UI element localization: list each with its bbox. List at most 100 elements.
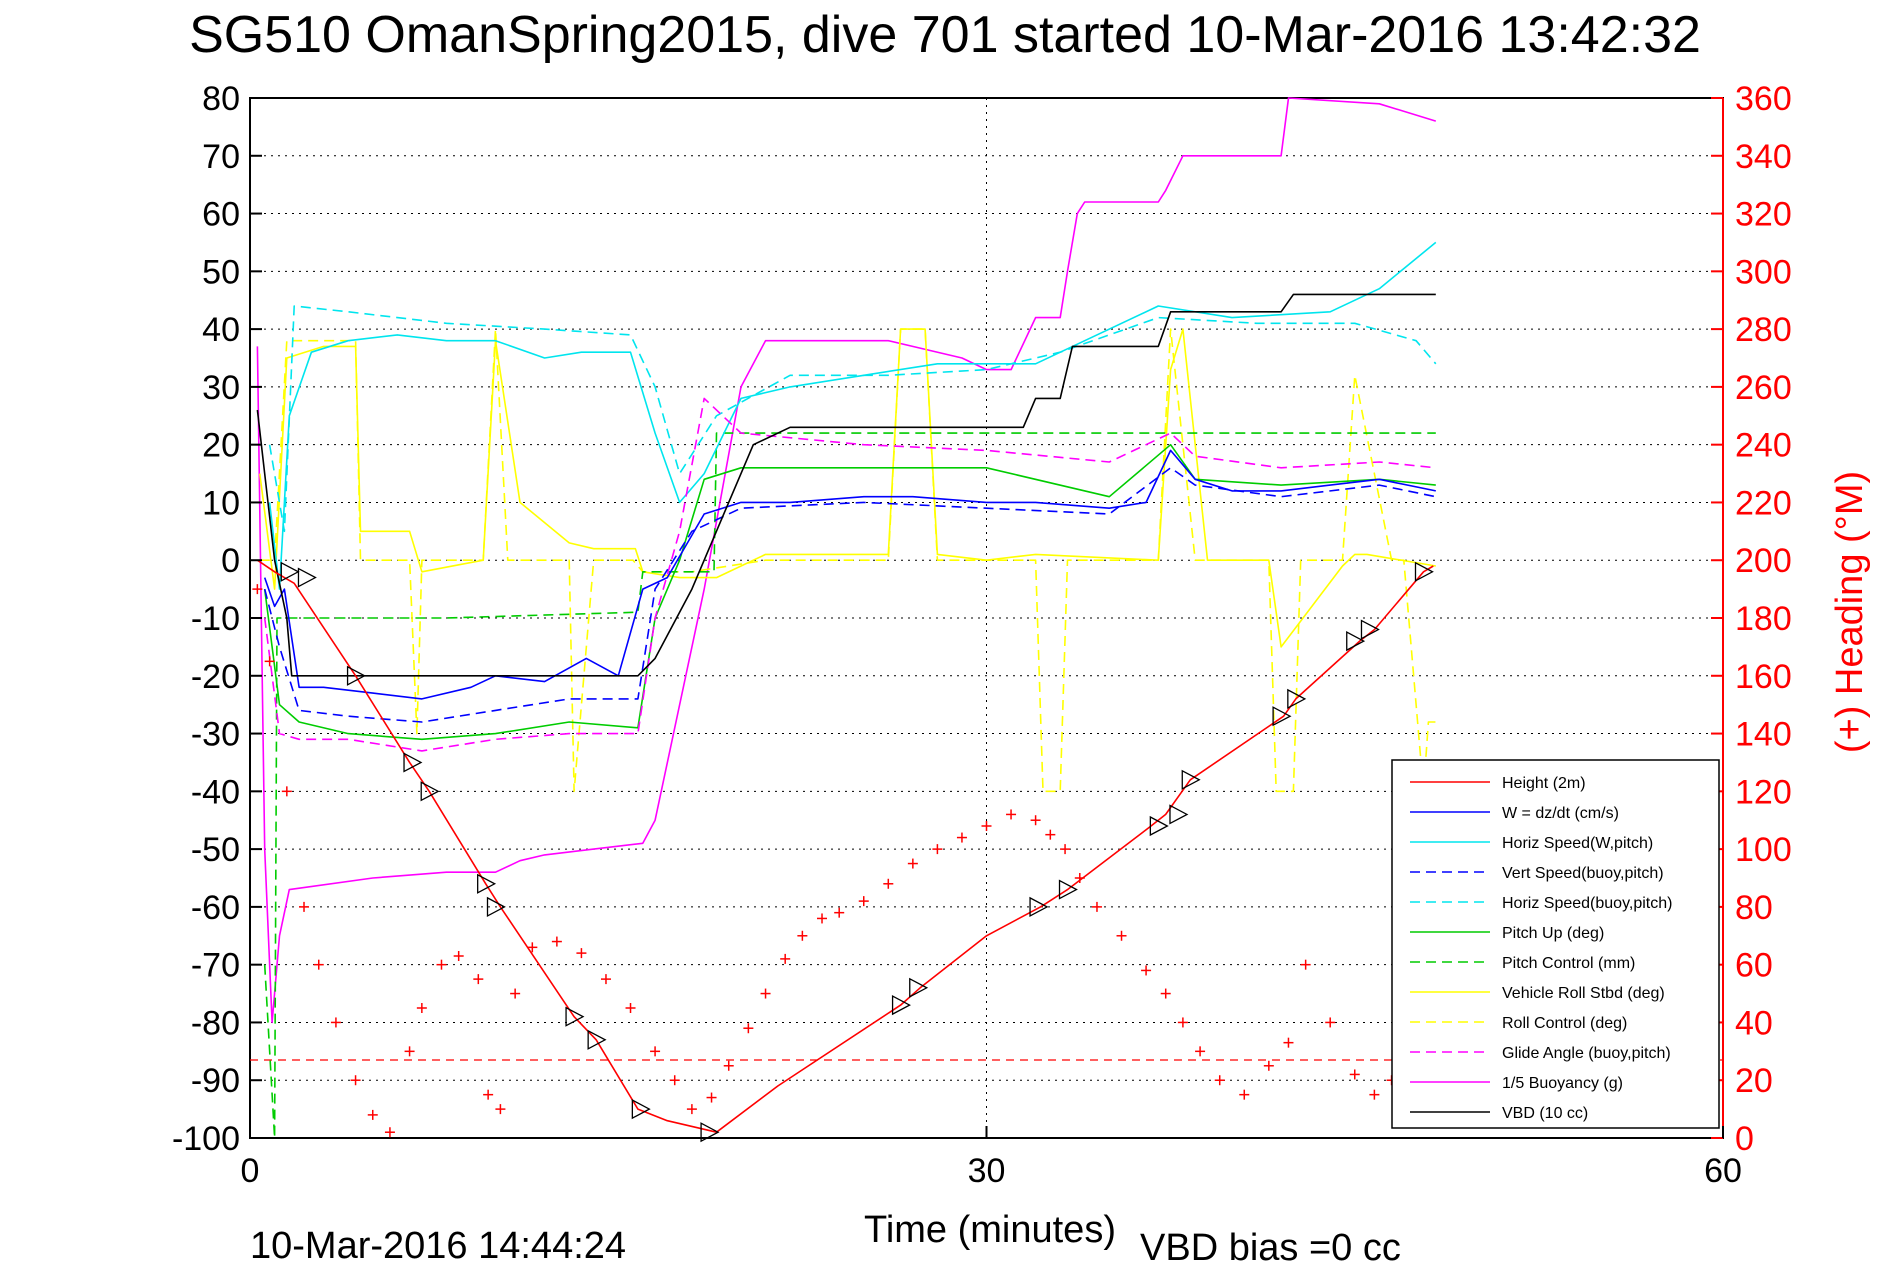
heading-marker: [1369, 1089, 1380, 1100]
heading-marker: [1074, 873, 1085, 883]
right-y-tick-label: 340: [1735, 138, 1792, 176]
heading-marker: [1045, 829, 1056, 840]
heading-marker: [1030, 815, 1041, 826]
heading-marker: [1091, 901, 1102, 912]
right-y-tick-label: 300: [1735, 253, 1792, 291]
triangle-marker: [1414, 561, 1434, 582]
y-tick-label: -70: [191, 947, 240, 985]
heading-marker: [1141, 965, 1152, 976]
series-line: [268, 241, 1437, 590]
heading-marker: [743, 1023, 754, 1034]
heading-marker: [600, 974, 611, 985]
y-tick-label: -20: [191, 658, 240, 696]
heading-marker: [669, 1075, 680, 1086]
right-y-tick-label: 120: [1735, 773, 1792, 811]
heading-marker: [817, 913, 828, 924]
right-y-tick-label: 80: [1735, 889, 1773, 927]
triangle-marker: [297, 567, 317, 588]
y-tick-label: 0: [221, 542, 240, 580]
legend-label: Pitch Control (mm): [1502, 955, 1635, 972]
chart-title: SG510 OmanSpring2015, dive 701 started 1…: [189, 6, 1701, 64]
heading-marker: [650, 1046, 661, 1057]
heading-marker: [527, 942, 538, 953]
heading-marker: [1325, 1017, 1336, 1028]
triangle-marker: [891, 995, 911, 1016]
triangle-marker: [477, 873, 497, 894]
heading-marker: [313, 959, 324, 970]
heading-marker: [416, 1003, 427, 1013]
y-tick-label: -100: [172, 1120, 240, 1158]
heading-marker: [706, 1092, 717, 1103]
heading-marker: [453, 951, 464, 961]
heading-marker: [1214, 1075, 1225, 1086]
right-y-tick-label: 280: [1735, 311, 1792, 349]
series-line: [256, 97, 1437, 1024]
triangle-marker: [486, 896, 506, 917]
heading-marker: [907, 858, 918, 869]
y-tick-label: -10: [191, 600, 240, 638]
legend-label: Pitch Up (deg): [1502, 925, 1604, 942]
legend-label: Horiz Speed(W,pitch): [1502, 835, 1653, 852]
y-tick-label: -50: [191, 831, 240, 869]
heading-marker: [384, 1127, 395, 1138]
y-tick-label: -80: [191, 1004, 240, 1042]
heading-marker: [981, 821, 992, 831]
triangle-marker: [909, 977, 929, 998]
y-tick-label: -90: [191, 1062, 240, 1100]
x-tick-label: 0: [241, 1152, 260, 1190]
triangle-marker: [565, 1006, 585, 1027]
right-y-tick-label: 60: [1735, 947, 1773, 985]
right-y-tick-label: 240: [1735, 427, 1792, 465]
x-axis-label: Time (minutes): [864, 1209, 1116, 1251]
heading-marker: [1239, 1089, 1250, 1100]
right-y-tick-label: 20: [1735, 1062, 1773, 1100]
triangle-marker: [1058, 879, 1078, 900]
heading-marker: [576, 948, 587, 959]
series-line: [263, 449, 1436, 700]
heading-marker: [858, 896, 869, 907]
heading-marker: [281, 786, 292, 797]
heading-marker: [932, 844, 943, 855]
heading-marker: [1263, 1060, 1274, 1071]
triangle-marker: [587, 1029, 607, 1050]
legend-label: W = dz/dt (cm/s): [1502, 805, 1619, 822]
series-line: [263, 432, 1436, 1139]
grid: [250, 98, 1723, 1138]
heading-marker: [299, 901, 310, 912]
y-tick-label: 80: [202, 80, 240, 118]
legend-label: Horiz Speed(buoy,pitch): [1502, 895, 1672, 912]
triangle-marker: [420, 781, 440, 802]
heading-marker: [723, 1060, 734, 1071]
right-y-tick-label: 200: [1735, 542, 1792, 580]
right-y-tick-label: 100: [1735, 831, 1792, 869]
heading-marker: [473, 974, 484, 985]
triangle-marker: [1287, 688, 1307, 709]
heading-marker: [367, 1109, 378, 1120]
right-y-tick-label: 360: [1735, 80, 1792, 118]
heading-marker: [1195, 1046, 1206, 1057]
right-y-tick-label: 220: [1735, 484, 1792, 522]
right-y-axis-label: (+) Heading (°M): [1829, 471, 1871, 753]
heading-marker: [1116, 930, 1127, 941]
legend-label: Vehicle Roll Stbd (deg): [1502, 985, 1665, 1002]
y-tick-label: 20: [202, 427, 240, 465]
triangle-marker: [1272, 706, 1292, 727]
right-y-tick-label: 160: [1735, 658, 1792, 696]
right-y-tick-label: 260: [1735, 369, 1792, 407]
series-line: [259, 328, 1436, 793]
triangle-marker: [1149, 815, 1169, 837]
legend: Height (2m) W = dz/dt (cm/s) Horiz Speed(W…: [1391, 759, 1720, 1129]
legend-label: Glide Angle (buoy,pitch): [1502, 1045, 1671, 1062]
y-tick-label: 70: [202, 138, 240, 176]
legend-label: VBD (10 cc): [1502, 1105, 1588, 1122]
heading-marker: [1006, 809, 1017, 820]
footer-timestamp: 10-Mar-2016 14:44:24: [250, 1225, 626, 1262]
legend-box: [1391, 759, 1720, 1129]
legend-label: Vert Speed(buoy,pitch): [1502, 865, 1664, 882]
right-y-tick-label: 180: [1735, 600, 1792, 638]
heading-marker: [350, 1075, 361, 1086]
heading-marker: [625, 1003, 636, 1013]
triangle-marker: [1346, 631, 1366, 652]
heading-marker: [760, 988, 771, 999]
